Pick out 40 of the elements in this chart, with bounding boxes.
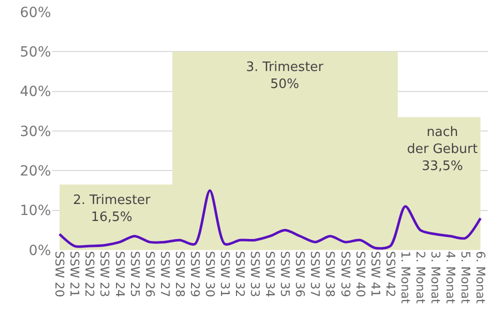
y-tick-label: 20% bbox=[20, 164, 51, 180]
y-tick-label: 50% bbox=[20, 44, 51, 61]
y-tick-label: 30% bbox=[20, 124, 51, 140]
x-tick-label: 6. Monat bbox=[474, 251, 488, 304]
line-series bbox=[58, 189, 482, 250]
x-tick-label: SSW 27 bbox=[158, 251, 172, 298]
x-tick-label: SSW 24 bbox=[112, 251, 127, 298]
y-tick-label: 0% bbox=[28, 242, 51, 259]
x-tick-label: 3. Monat bbox=[428, 251, 442, 304]
annotation: 3. Trimester 50% bbox=[246, 60, 324, 92]
x-tick-label: SSW 40 bbox=[353, 251, 368, 298]
x-tick-label: SSW 35 bbox=[278, 251, 292, 298]
x-tick-label: 4. Monat bbox=[444, 251, 458, 304]
x-tick-label: SSW 34 bbox=[263, 251, 278, 298]
x-tick-label: SSW 25 bbox=[128, 251, 142, 298]
x-tick-label: SSW 31 bbox=[218, 251, 232, 298]
x-tick-label: SSW 32 bbox=[233, 251, 248, 298]
x-tick-label: 5. Monat bbox=[458, 251, 473, 304]
x-tick-label: SSW 28 bbox=[172, 251, 187, 298]
x-tick-label: SSW 36 bbox=[293, 251, 308, 298]
x-tick-label: SSW 39 bbox=[338, 251, 352, 298]
x-tick-label: SSW 20 bbox=[52, 251, 67, 298]
x-tick-label: SSW 41 bbox=[368, 251, 382, 298]
x-tick-label: SSW 38 bbox=[323, 251, 338, 298]
x-tick-label: SSW 37 bbox=[308, 251, 322, 298]
x-tick-label: SSW 29 bbox=[188, 251, 202, 298]
x-tick-label: SSW 23 bbox=[98, 251, 112, 298]
x-tick-label: SSW 33 bbox=[248, 251, 262, 298]
x-tick-label: SSW 26 bbox=[142, 251, 157, 298]
annotation: 2. Trimester 16,5% bbox=[73, 193, 152, 225]
x-tick-label: 1. Monat bbox=[398, 251, 412, 304]
x-tick-label: SSW 42 bbox=[383, 251, 398, 298]
x-tick-label: SSW 30 bbox=[202, 251, 217, 298]
x-tick-label: SSW 21 bbox=[68, 251, 82, 298]
y-tick-label: 40% bbox=[20, 84, 51, 100]
x-tick-label: 2. Monat bbox=[413, 251, 428, 304]
y-tick-label: 10% bbox=[20, 203, 51, 220]
x-tick-label: SSW 22 bbox=[82, 251, 97, 298]
annotation: nach der Geburt 33,5% bbox=[407, 125, 478, 174]
y-tick-label: 60% bbox=[20, 4, 51, 21]
